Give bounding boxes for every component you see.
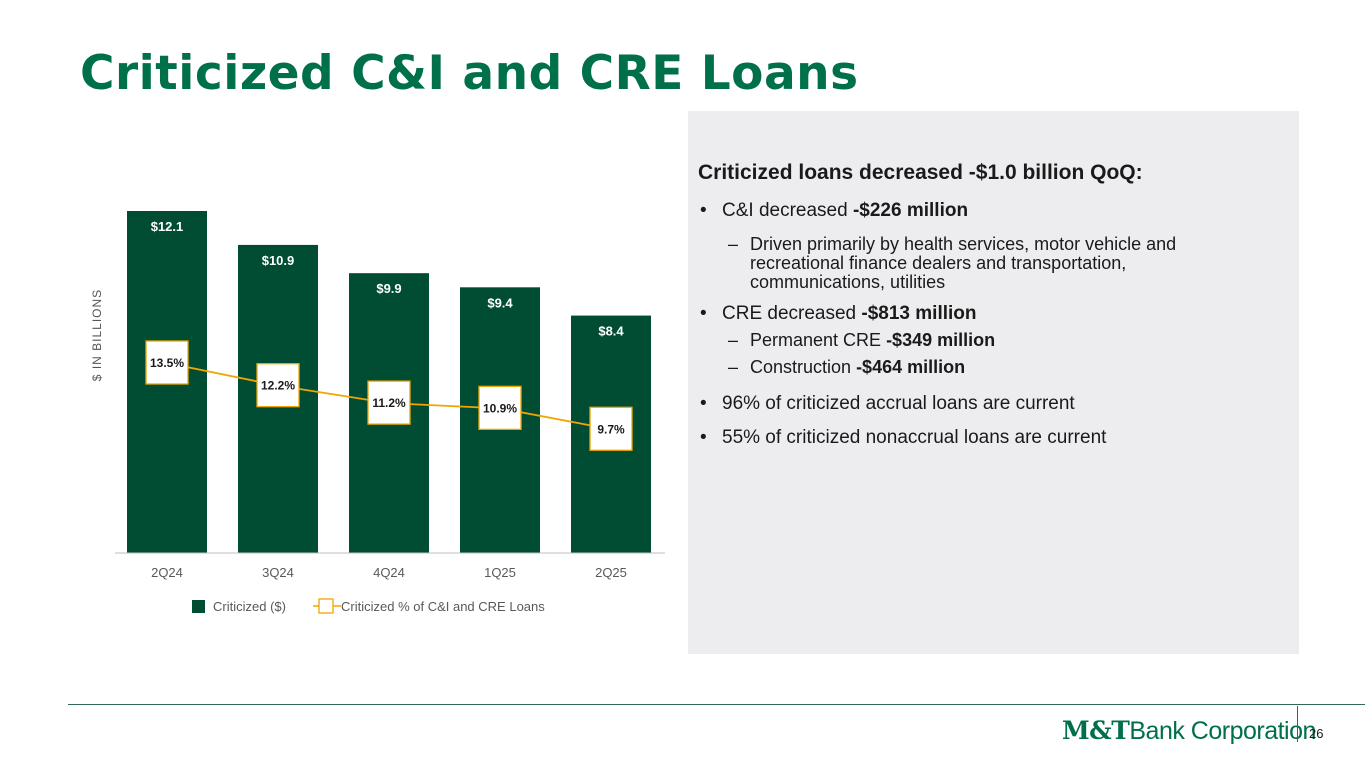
construction-value: -$464 million xyxy=(856,357,966,377)
pct-label-group: 13.5% 12.2% 11.2% 10.9% 9.7% xyxy=(145,340,633,451)
pct-box-2q25 xyxy=(589,406,633,451)
bullet-cre: • CRE decreased -$813 million xyxy=(700,303,977,324)
commentary-panel: Criticized loans decreased -$1.0 billion… xyxy=(688,111,1299,654)
bar-label-3q24: $10.9 xyxy=(262,253,295,268)
legend-swatch-marker xyxy=(318,598,334,614)
logo-text: Bank Corporation xyxy=(1129,717,1316,745)
pct-box-2q24 xyxy=(145,340,189,385)
footer-rule xyxy=(68,704,1365,705)
page-number: 26 xyxy=(1309,726,1324,741)
legend: Criticized ($) Criticized % of C&I and C… xyxy=(192,598,545,614)
legend-label-line: Criticized % of C&I and CRE Loans xyxy=(341,599,545,614)
bar-label-4q24: $9.9 xyxy=(376,281,401,296)
legend-label-bar: Criticized ($) xyxy=(213,599,286,614)
panel-heading: Criticized loans decreased -$1.0 billion… xyxy=(698,161,1143,184)
bullet-nonaccrual-text: 55% of criticized nonaccrual loans are c… xyxy=(722,427,1107,448)
criticized-loans-chart: $12.1 $10.9 $9.9 $9.4 $8.4 13.5% 12.2% 11.2% 10… xyxy=(90,211,665,614)
bar-label-2q24: $12.1 xyxy=(151,219,184,234)
x-tick-group: 2Q24 3Q24 4Q24 1Q25 2Q25 xyxy=(151,565,627,580)
footer-divider xyxy=(1297,706,1298,742)
bullet-cre-value: -$813 million xyxy=(861,303,977,324)
bullet-ci: • C&I decreased -$226 million xyxy=(700,200,969,221)
logo-mt: M&T xyxy=(1062,716,1130,745)
x-tick-2q25: 2Q25 xyxy=(595,565,627,580)
bullet-ci-text: C&I decreased xyxy=(722,200,853,221)
bullet-cre-text: CRE decreased xyxy=(722,303,862,324)
pct-label-1q25: 10.9% xyxy=(483,401,517,415)
bullet-permanent-cre: – Permanent CRE -$349 million xyxy=(728,330,996,350)
page-title: Criticized C&I and CRE Loans xyxy=(80,46,859,101)
pct-label-2q25: 9.7% xyxy=(597,422,625,436)
bullet-ci-sub: – Driven primarily by health services, mo… xyxy=(728,235,1248,292)
bullet-accrual-text: 96% of criticized accrual loans are curr… xyxy=(722,393,1075,414)
pct-label-4q24: 11.2% xyxy=(372,396,406,410)
y-axis-label: $ IN BILLIONS xyxy=(90,289,104,381)
x-tick-2q24: 2Q24 xyxy=(151,565,183,580)
pct-box-3q24 xyxy=(256,363,300,408)
bullet-ci-value: -$226 million xyxy=(852,200,969,221)
permanent-cre-value: -$349 million xyxy=(886,330,996,350)
x-tick-4q24: 4Q24 xyxy=(373,565,405,580)
pct-label-2q24: 13.5% xyxy=(150,356,184,370)
bar-label-2q25: $8.4 xyxy=(598,324,624,339)
company-logo: M&TBank Corporation xyxy=(1062,716,1316,746)
legend-swatch-bar xyxy=(192,600,205,613)
x-tick-3q24: 3Q24 xyxy=(262,565,294,580)
bullet-accrual: • 96% of criticized accrual loans are cur… xyxy=(700,393,1075,414)
permanent-cre-text: Permanent CRE xyxy=(750,330,887,350)
bullet-nonaccrual: • 55% of criticized nonaccrual loans are … xyxy=(700,427,1107,448)
bar-label-1q25: $9.4 xyxy=(487,295,513,310)
bullet-construction: – Construction -$464 million xyxy=(728,357,966,377)
pct-box-4q24 xyxy=(367,380,411,425)
construction-text: Construction xyxy=(750,357,857,377)
pct-label-3q24: 12.2% xyxy=(261,379,295,393)
bullet-ci-sub-text: Driven primarily by health services, mot… xyxy=(750,234,1177,292)
pct-box-1q25 xyxy=(478,385,522,430)
x-tick-1q25: 1Q25 xyxy=(484,565,516,580)
bar-label-group: $12.1 $10.9 $9.9 $9.4 $8.4 xyxy=(151,219,625,339)
